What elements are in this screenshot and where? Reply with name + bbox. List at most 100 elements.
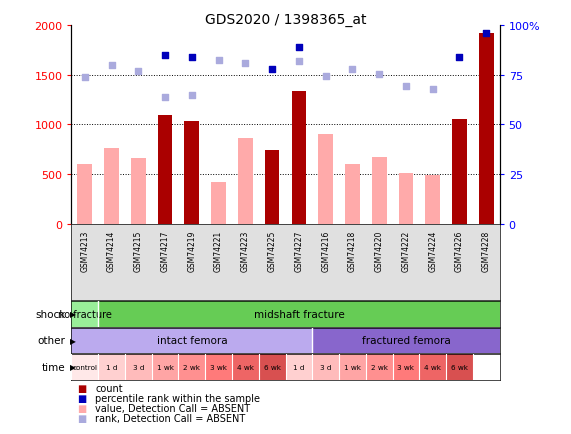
Bar [286,224,312,300]
Point [80,74,89,81]
Point [348,66,357,73]
Bar [366,224,393,300]
Bar [71,328,312,353]
Text: GSM74219: GSM74219 [187,230,196,272]
Text: GSM74215: GSM74215 [134,230,143,272]
Bar [286,355,312,380]
Point [107,62,116,69]
Point [134,68,143,75]
Text: fractured femora: fractured femora [361,336,451,345]
Text: 4 wk: 4 wk [424,364,441,370]
Bar [152,224,178,300]
Point [160,94,170,101]
Text: 1 d: 1 d [293,364,305,370]
Point [187,54,196,61]
Bar [205,355,232,380]
Text: percentile rank within the sample: percentile rank within the sample [95,394,260,403]
Text: GSM74217: GSM74217 [160,230,170,272]
Bar [125,355,152,380]
Text: 2 wk: 2 wk [371,364,388,370]
Bar [265,151,279,224]
Bar [184,121,199,224]
Bar [399,174,413,224]
Bar [178,355,205,380]
Bar [419,224,446,300]
Bar [446,224,473,300]
Bar [339,355,366,380]
Bar [152,355,178,380]
Bar [232,355,259,380]
Bar [345,165,360,224]
Bar [366,355,393,380]
Text: time: time [42,362,66,372]
Bar [312,328,500,353]
Text: GDS2020 / 1398365_at: GDS2020 / 1398365_at [205,13,366,27]
Text: 1 wk: 1 wk [156,364,174,370]
Text: ▶: ▶ [70,363,75,372]
Bar [318,135,333,224]
Bar [479,34,493,224]
Bar [98,224,125,300]
Text: no fracture: no fracture [58,309,112,319]
Bar [71,302,98,327]
Text: GSM74221: GSM74221 [214,230,223,272]
Text: GSM74223: GSM74223 [241,230,250,272]
Text: 1 wk: 1 wk [344,364,361,370]
Bar [178,224,205,300]
Text: GSM74226: GSM74226 [455,230,464,272]
Text: control: control [73,364,97,370]
Text: rank, Detection Call = ABSENT: rank, Detection Call = ABSENT [95,414,246,423]
Bar [131,159,146,224]
Bar [292,92,306,224]
Text: 3 d: 3 d [320,364,331,370]
Bar [158,115,172,224]
Text: GSM74228: GSM74228 [482,230,490,272]
Bar [205,224,232,300]
Text: value, Detection Call = ABSENT: value, Detection Call = ABSENT [95,404,251,413]
Bar [78,165,92,224]
Bar [339,224,366,300]
Bar [125,224,152,300]
Point [160,53,170,59]
Point [294,44,303,51]
Text: GSM74227: GSM74227 [295,230,303,272]
Text: GSM74224: GSM74224 [428,230,437,272]
Text: GSM74213: GSM74213 [81,230,89,272]
Point [482,30,491,37]
Text: ▶: ▶ [70,336,75,345]
Text: 3 wk: 3 wk [210,364,227,370]
Bar [98,355,125,380]
Bar [312,224,339,300]
Text: GSM74218: GSM74218 [348,230,357,272]
Bar [259,224,286,300]
Bar [238,139,253,224]
Text: ■: ■ [77,394,86,403]
Bar [211,183,226,224]
Text: ■: ■ [77,404,86,413]
Text: GSM74222: GSM74222 [401,230,411,272]
Bar [104,149,119,224]
Bar [419,355,446,380]
Text: 6 wk: 6 wk [451,364,468,370]
Text: GSM74216: GSM74216 [321,230,330,272]
Text: 6 wk: 6 wk [264,364,280,370]
Text: ■: ■ [77,384,86,393]
Bar [71,355,98,380]
Bar [473,355,500,380]
Point [375,71,384,78]
Text: 3 d: 3 d [132,364,144,370]
Point [268,66,277,73]
Point [187,92,196,99]
Bar [393,355,419,380]
Bar [259,355,286,380]
Text: GSM74220: GSM74220 [375,230,384,272]
Text: GSM74225: GSM74225 [268,230,276,272]
Text: midshaft fracture: midshaft fracture [254,309,344,319]
Text: 3 wk: 3 wk [397,364,415,370]
Text: ▶: ▶ [70,310,75,319]
Point [401,83,411,90]
Point [241,60,250,67]
Point [214,57,223,64]
Bar [372,158,387,224]
Text: count: count [95,384,123,393]
